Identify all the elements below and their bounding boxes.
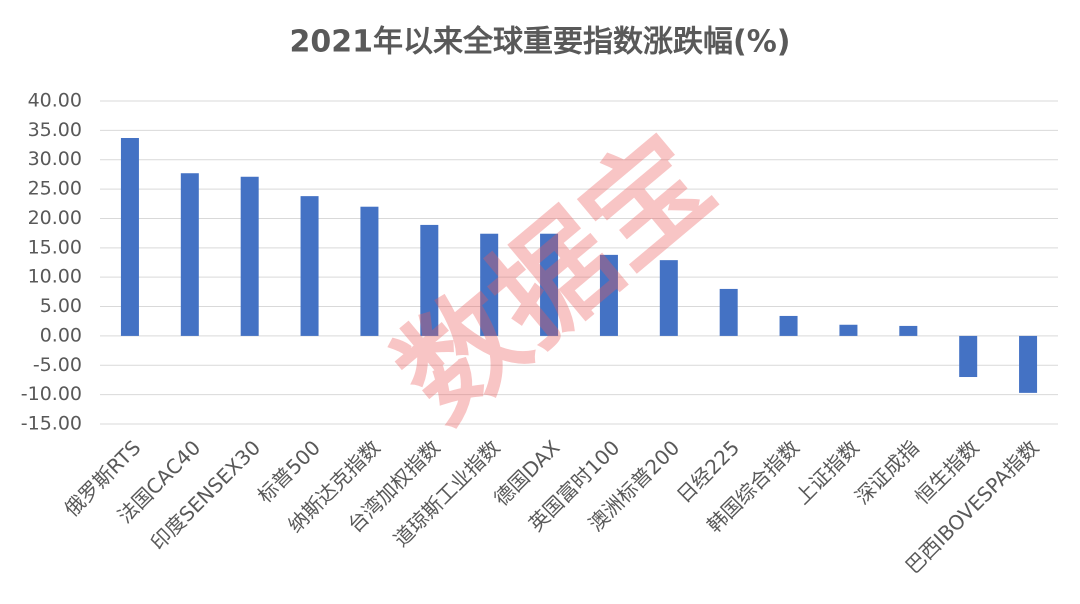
y-tick-label: 5.00: [40, 295, 82, 317]
bar: [360, 206, 379, 336]
y-tick-label: 20.00: [28, 207, 82, 229]
bar: [599, 254, 618, 336]
bar: [659, 260, 678, 336]
y-tick-label: 30.00: [28, 148, 82, 170]
bar: [839, 324, 858, 336]
y-tick-label: 15.00: [28, 236, 82, 258]
bar: [420, 224, 439, 336]
y-tick-label: 10.00: [28, 266, 82, 288]
bar: [959, 335, 978, 378]
x-tick-label: 深证成指: [850, 435, 924, 509]
y-tick-label: 0.00: [40, 324, 82, 346]
bar: [719, 288, 738, 336]
x-tick-label: 印度SENSEX30: [146, 435, 265, 554]
bar: [899, 325, 918, 336]
bar: [120, 137, 139, 336]
chart-title: 2021年以来全球重要指数涨跌幅(%): [290, 25, 791, 60]
bar: [300, 196, 319, 336]
bar: [779, 315, 798, 336]
y-tick-label: 35.00: [28, 119, 82, 141]
y-tick-label: 40.00: [28, 90, 82, 112]
bar: [480, 233, 499, 336]
x-tick-label: 上证指数: [790, 435, 864, 509]
y-tick-label: -15.00: [21, 413, 82, 435]
bar: [240, 176, 259, 336]
y-tick-label: -10.00: [21, 383, 82, 405]
bar: [180, 173, 199, 336]
y-tick-label: 25.00: [28, 178, 82, 200]
bar: [540, 233, 559, 336]
y-tick-label: -5.00: [33, 354, 82, 376]
x-tick-label: 道琼斯工业指数: [389, 435, 505, 551]
bar: [1019, 335, 1038, 393]
